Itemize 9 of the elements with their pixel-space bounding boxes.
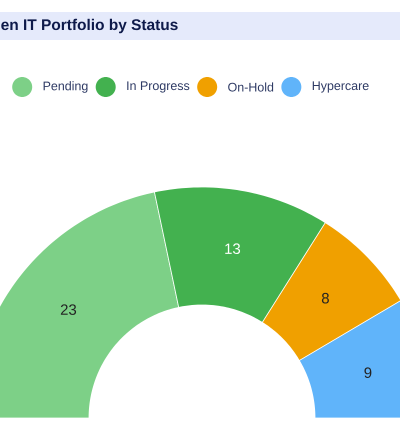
- data-label: 8: [322, 292, 329, 304]
- legend-label: Pending: [44, 81, 88, 93]
- legend-label: Hypercare: [312, 81, 369, 93]
- data-label: 9: [364, 367, 372, 378]
- data-label: 23: [60, 304, 76, 315]
- legend-label: In Progress: [127, 81, 190, 93]
- legend-label: On-Hold: [228, 82, 274, 92]
- chart-title: en IT Portfolio by Status: [1, 18, 178, 34]
- data-label: 13: [225, 243, 240, 254]
